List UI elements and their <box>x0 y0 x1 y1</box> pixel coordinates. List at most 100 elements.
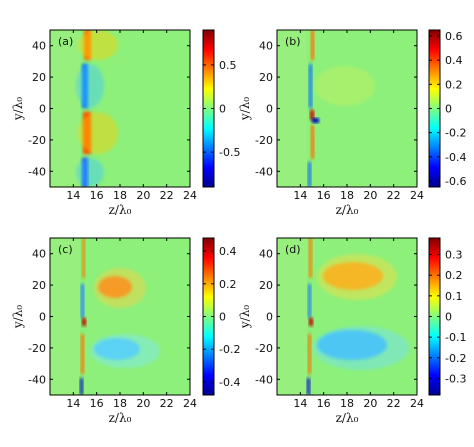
y-tick-label: -40 <box>28 373 46 386</box>
y-tick-label: 0 <box>39 311 46 324</box>
x-tick-label: 18 <box>113 189 127 202</box>
heatmap-left-region <box>277 238 307 395</box>
panel-c: 14 16 18 20 22 24 40 20 0 -20 -40 z/λ₀ y/λ₀ (c) 0.4 0.2… <box>11 237 240 425</box>
colorbar-tick-label: -0.1 <box>445 331 466 344</box>
field-band <box>81 284 84 318</box>
x-tick-label: 14 <box>66 397 80 410</box>
colorbar-tick-label: -0.3 <box>445 372 466 385</box>
y-tick-label: 0 <box>39 103 46 116</box>
panel-label: (b) <box>285 35 301 48</box>
y-tick-label: -20 <box>255 134 273 147</box>
field-halo <box>313 326 409 370</box>
y-tick-label: 20 <box>259 71 273 84</box>
x-axis-label: z/λ₀ <box>109 411 132 425</box>
field-band <box>312 118 319 123</box>
y-axis-label: y/λ₀ <box>238 97 252 121</box>
x-tick-label: 16 <box>317 397 331 410</box>
colorbar-tick-label: 0 <box>219 311 226 324</box>
heatmap-field <box>50 238 190 395</box>
field-halo <box>94 268 146 308</box>
x-tick-label: 16 <box>90 189 104 202</box>
colorbar-tick-label: 0.4 <box>445 54 463 67</box>
x-axis-label: z/λ₀ <box>336 203 359 217</box>
colorbar-tick-label: 0.4 <box>219 245 237 258</box>
field-band <box>308 334 311 374</box>
field-band <box>308 284 311 318</box>
colorbar-tick-label: -0.2 <box>445 352 466 365</box>
x-tick-label: 22 <box>160 189 174 202</box>
x-tick-label: 24 <box>183 189 197 202</box>
field-band <box>308 162 311 187</box>
x-tick-label: 18 <box>340 397 354 410</box>
heatmap-field <box>277 238 417 395</box>
y-tick-label: -20 <box>255 342 273 355</box>
y-axis-label: y/λ₀ <box>11 97 25 121</box>
panel-label: (c) <box>58 243 73 256</box>
field-halo <box>76 64 104 108</box>
x-tick-label: 16 <box>90 397 104 410</box>
x-tick-label: 14 <box>293 189 307 202</box>
heatmap-left-region <box>50 238 80 395</box>
x-tick-label: 24 <box>410 189 424 202</box>
field-band <box>311 30 314 60</box>
colorbar-tick-label: -0.4 <box>445 151 466 164</box>
heatmap-field <box>277 30 417 187</box>
colorbar-tick-label: -0.2 <box>445 127 466 140</box>
field-band <box>81 334 84 374</box>
x-tick-label: 20 <box>363 189 377 202</box>
field-band <box>309 318 313 326</box>
colorbar-tick-label: -0.4 <box>219 376 240 389</box>
colorbar-tick-label: 0.2 <box>219 278 237 291</box>
field-halo <box>315 66 375 106</box>
colorbar-tick-label: 0.6 <box>445 30 463 43</box>
field-band <box>309 64 312 108</box>
y-tick-label: 40 <box>32 40 46 53</box>
y-axis-label: y/λ₀ <box>238 305 252 329</box>
panel-a: 14 16 18 20 22 24 40 20 0 -20 -40 z/λ₀ y/λ₀ (a) 0.5 0 -0… <box>11 29 240 217</box>
panel-label: (d) <box>285 243 301 256</box>
x-tick-label: 22 <box>160 397 174 410</box>
y-tick-label: 20 <box>32 279 46 292</box>
x-tick-label: 22 <box>387 189 401 202</box>
field-halo <box>78 112 118 154</box>
y-tick-label: 40 <box>259 248 273 261</box>
y-tick-label: 0 <box>266 103 273 116</box>
colorbar-tick-label: -0.6 <box>445 175 466 188</box>
colorbar-tick-label: -0.2 <box>219 343 240 356</box>
x-tick-label: 18 <box>340 189 354 202</box>
heatmap-left-region <box>50 30 80 187</box>
colorbar-tick-label: 0.3 <box>445 249 463 262</box>
colorbar-tick-label: 0 <box>219 103 226 116</box>
field-band <box>311 125 314 159</box>
y-tick-label: 20 <box>259 279 273 292</box>
colorbar-tick-label: 0.5 <box>219 59 237 72</box>
x-tick-label: 24 <box>183 397 197 410</box>
y-tick-label: -40 <box>255 165 273 178</box>
x-tick-label: 14 <box>66 189 80 202</box>
x-tick-label: 22 <box>387 397 401 410</box>
x-axis-label: z/λ₀ <box>336 411 359 425</box>
x-tick-label: 14 <box>293 397 307 410</box>
field-band <box>309 238 312 278</box>
y-tick-label: -20 <box>28 134 46 147</box>
colorbar-tick-label: 0.2 <box>445 78 463 91</box>
heatmap-left-region <box>277 30 307 187</box>
y-tick-label: 20 <box>32 71 46 84</box>
x-axis-label: z/λ₀ <box>109 203 132 217</box>
x-tick-label: 18 <box>113 397 127 410</box>
field-band <box>307 378 310 395</box>
x-tick-label: 16 <box>317 189 331 202</box>
field-halo <box>78 30 118 60</box>
y-tick-label: 40 <box>32 248 46 261</box>
colorbar-tick-label: 0 <box>445 311 452 324</box>
panel-d: 14 16 18 20 22 24 40 20 0 -20 -40 z/λ₀ y/λ₀ (d) 0.3 0.2… <box>238 237 466 425</box>
x-tick-label: 20 <box>363 397 377 410</box>
field-halo <box>90 334 160 368</box>
y-tick-label: -40 <box>255 373 273 386</box>
field-band <box>82 318 86 326</box>
panel-label: (a) <box>58 35 73 48</box>
colorbar-tick-label: 0.2 <box>445 269 463 282</box>
x-tick-label: 20 <box>136 189 150 202</box>
field-band <box>82 238 85 278</box>
